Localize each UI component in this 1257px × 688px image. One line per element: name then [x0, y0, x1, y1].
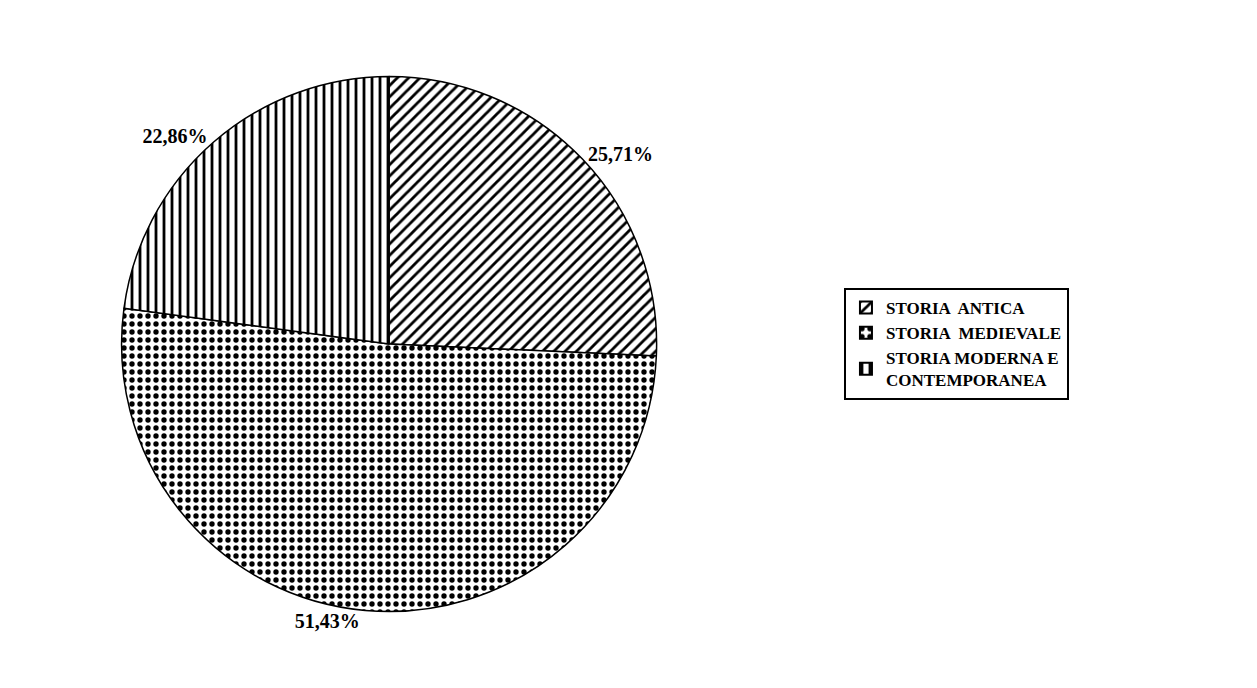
svg-text:51,43%: 51,43% — [295, 610, 360, 632]
svg-text:25,71%: 25,71% — [588, 143, 653, 165]
svg-text:STORIA MEDIEVALE: STORIA MEDIEVALE — [886, 324, 1061, 343]
svg-text:22,86%: 22,86% — [143, 125, 208, 147]
svg-text:STORIA MODERNA ECONTEMPORANEA: STORIA MODERNA ECONTEMPORANEA — [886, 349, 1059, 390]
svg-text:STORIA ANTICA: STORIA ANTICA — [886, 299, 1025, 318]
